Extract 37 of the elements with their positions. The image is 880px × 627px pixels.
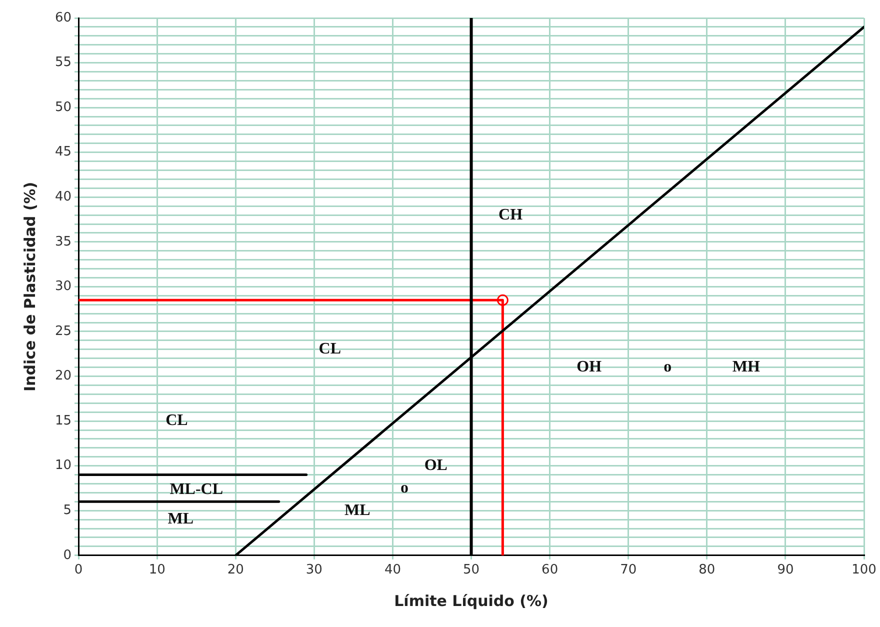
annotation: o [664, 358, 672, 376]
annotation: o [400, 479, 409, 496]
annotation: CL [166, 412, 188, 430]
x-tick-label: 20 [227, 562, 244, 578]
x-tick-label: 40 [384, 562, 401, 578]
x-tick-label: 90 [777, 562, 794, 578]
y-axis-title: Indice de Plasticidad (%) [20, 182, 39, 392]
annotation: CL [318, 340, 342, 358]
y-tick-label: 15 [54, 413, 72, 428]
y-tick-label: 0 [63, 548, 72, 563]
annotation: OL [424, 456, 448, 474]
annotation: OH [576, 358, 602, 376]
y-tick-label: 55 [54, 55, 72, 70]
y-tick-label: 30 [54, 279, 72, 294]
y-tick-label: 45 [54, 144, 72, 160]
y-tick-label: 25 [54, 324, 72, 339]
annotation: ML [168, 510, 194, 528]
y-tick-label: 35 [54, 234, 72, 250]
annotation: MH [732, 358, 761, 376]
x-tick-label: 30 [306, 562, 322, 578]
y-tick-label: 20 [54, 368, 72, 384]
y-tick-label: 50 [54, 100, 72, 115]
x-tick-label: 80 [698, 562, 716, 578]
x-tick-label: 70 [620, 562, 637, 578]
y-tick-label: 60 [54, 10, 72, 26]
x-tick-label: 50 [463, 562, 480, 578]
x-tick-label: 60 [542, 562, 558, 578]
y-tick-label: 10 [54, 458, 72, 474]
y-tick-label: 5 [63, 502, 72, 518]
annotation: ML [344, 502, 370, 519]
annotation: ML-CL [170, 480, 224, 498]
x-tick-label: 10 [148, 562, 166, 578]
x-tick-label: 100 [852, 562, 876, 578]
y-tick-label: 40 [54, 190, 72, 205]
x-tick-label: 0 [74, 562, 83, 578]
annotation: CH [498, 206, 524, 224]
x-axis-title: Límite Líquido (%) [394, 592, 548, 610]
